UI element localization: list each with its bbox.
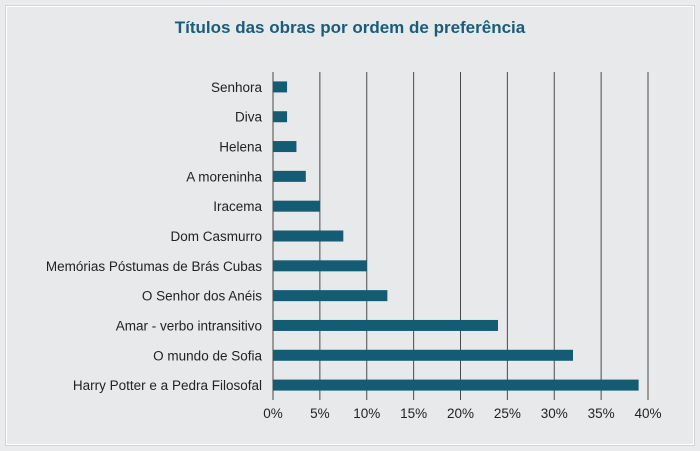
category-labels: Senhora Diva Helena A moreninha Iracema Dom C…	[46, 80, 263, 393]
tick-labels: 0% 5% 10% 15% 20% 25% 30% 35% 40%	[263, 406, 661, 421]
x-tick-label: 25%	[494, 406, 521, 421]
category-label: Iracema	[213, 199, 262, 214]
bar	[273, 319, 498, 331]
bar	[273, 111, 288, 123]
bar	[273, 230, 344, 242]
bar	[273, 141, 297, 153]
x-tick-label: 40%	[634, 406, 661, 421]
category-label: Amar - verbo intransitivo	[116, 318, 262, 333]
category-label: Dom Casmurro	[170, 229, 262, 244]
chart-frame	[6, 6, 694, 445]
bar	[273, 170, 306, 182]
x-tick-label: 35%	[588, 406, 615, 421]
x-tick-label: 15%	[400, 406, 427, 421]
category-label: O mundo de Sofia	[153, 348, 262, 363]
x-tick-label: 30%	[541, 406, 568, 421]
bar	[273, 200, 320, 212]
chart-title: Títulos das obras por ordem de preferênc…	[174, 18, 526, 37]
x-tick-label: 0%	[263, 406, 283, 421]
category-label: Helena	[219, 140, 262, 155]
category-label: Harry Potter e a Pedra Filosofal	[73, 378, 262, 393]
category-label: Diva	[235, 110, 262, 125]
bar	[273, 379, 639, 391]
bars	[273, 81, 639, 391]
category-label: O Senhor dos Anéis	[142, 289, 262, 304]
gridlines	[272, 72, 649, 400]
category-label: Senhora	[211, 80, 263, 95]
x-tick-label: 5%	[310, 406, 330, 421]
category-label: Memórias Póstumas de Brás Cubas	[46, 259, 262, 274]
bar	[273, 81, 288, 93]
bar	[273, 290, 388, 302]
bar	[273, 260, 367, 272]
category-label: A moreninha	[186, 169, 262, 184]
bar	[273, 349, 573, 361]
x-tick-label: 10%	[353, 406, 380, 421]
x-tick-label: 20%	[447, 406, 474, 421]
